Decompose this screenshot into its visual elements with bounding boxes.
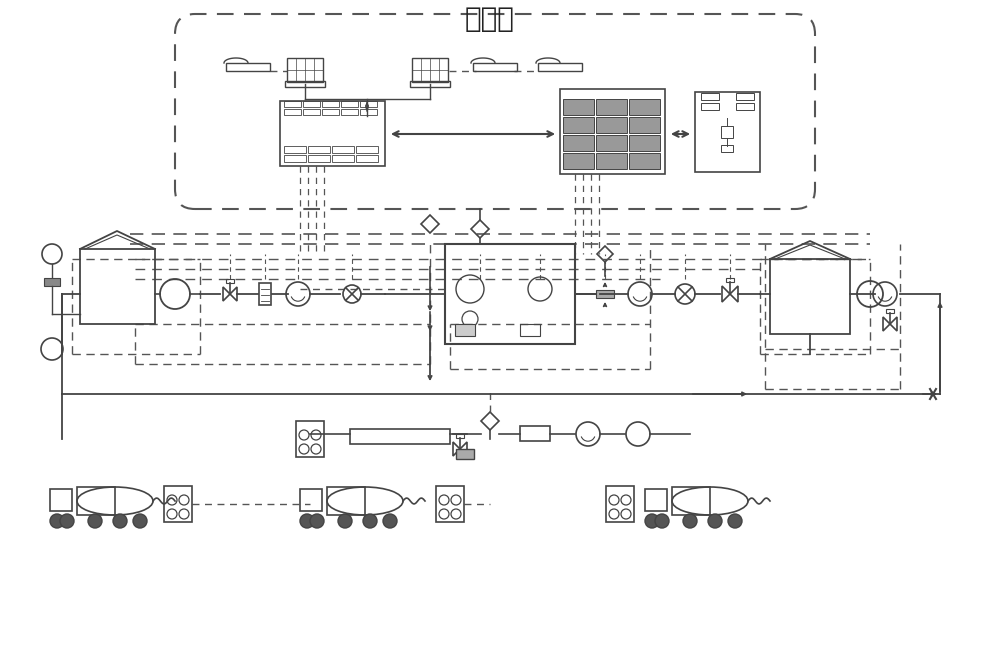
Bar <box>164 486 192 522</box>
Bar <box>596 153 627 169</box>
Bar <box>473 63 517 71</box>
Circle shape <box>133 514 147 528</box>
Bar <box>303 101 320 107</box>
Circle shape <box>683 514 697 528</box>
Bar <box>341 109 358 115</box>
Bar <box>300 489 322 511</box>
Circle shape <box>383 514 397 528</box>
Bar <box>285 81 325 87</box>
Bar <box>322 101 339 107</box>
Bar <box>296 421 324 457</box>
Bar <box>701 103 719 110</box>
Bar <box>721 126 733 138</box>
Circle shape <box>338 514 352 528</box>
Bar <box>672 487 710 515</box>
Bar <box>563 153 594 169</box>
Bar <box>284 146 306 153</box>
Bar <box>332 146 354 153</box>
Bar <box>322 109 339 115</box>
Bar <box>560 89 665 174</box>
Bar <box>606 486 634 522</box>
Bar <box>259 283 271 305</box>
Bar <box>284 109 301 115</box>
Bar <box>695 92 760 172</box>
Bar <box>356 155 378 162</box>
Circle shape <box>645 514 659 528</box>
Text: 主控室: 主控室 <box>465 5 515 33</box>
Bar <box>80 249 155 324</box>
Bar <box>287 58 323 82</box>
Bar <box>284 101 301 107</box>
Circle shape <box>708 514 722 528</box>
Bar <box>770 259 850 334</box>
Bar <box>332 155 354 162</box>
Bar <box>455 324 475 336</box>
Bar <box>226 63 270 71</box>
Bar <box>701 93 719 100</box>
Bar <box>721 145 733 152</box>
Bar <box>456 434 464 438</box>
Bar <box>44 278 60 286</box>
Bar <box>77 487 115 515</box>
Bar <box>886 309 894 313</box>
Bar <box>596 135 627 151</box>
Bar <box>563 117 594 133</box>
Bar <box>356 146 378 153</box>
Bar <box>563 99 594 115</box>
Bar <box>350 429 450 444</box>
Bar <box>629 153 660 169</box>
Circle shape <box>50 514 64 528</box>
Bar <box>629 135 660 151</box>
Circle shape <box>60 514 74 528</box>
Bar <box>629 99 660 115</box>
Bar <box>726 278 734 282</box>
Bar <box>645 489 667 511</box>
Bar <box>520 324 540 336</box>
Bar <box>410 81 450 87</box>
Bar <box>412 58 448 82</box>
Circle shape <box>88 514 102 528</box>
Bar <box>327 487 365 515</box>
Bar <box>341 101 358 107</box>
Bar <box>303 109 320 115</box>
Circle shape <box>310 514 324 528</box>
Bar <box>596 290 614 298</box>
Bar <box>436 486 464 522</box>
Bar <box>596 99 627 115</box>
Bar <box>563 135 594 151</box>
Circle shape <box>113 514 127 528</box>
Bar <box>538 63 582 71</box>
Bar <box>226 279 234 283</box>
Bar <box>284 155 306 162</box>
Bar <box>520 426 550 441</box>
Circle shape <box>300 514 314 528</box>
Bar <box>736 103 754 110</box>
Bar <box>629 117 660 133</box>
Bar <box>308 155 330 162</box>
Bar <box>280 101 385 166</box>
Bar <box>50 489 72 511</box>
Circle shape <box>728 514 742 528</box>
Bar <box>596 117 627 133</box>
Bar <box>445 244 575 344</box>
Bar <box>736 93 754 100</box>
Circle shape <box>363 514 377 528</box>
Bar <box>456 449 474 459</box>
Bar <box>308 146 330 153</box>
Bar <box>360 109 377 115</box>
Bar <box>360 101 377 107</box>
Circle shape <box>655 514 669 528</box>
